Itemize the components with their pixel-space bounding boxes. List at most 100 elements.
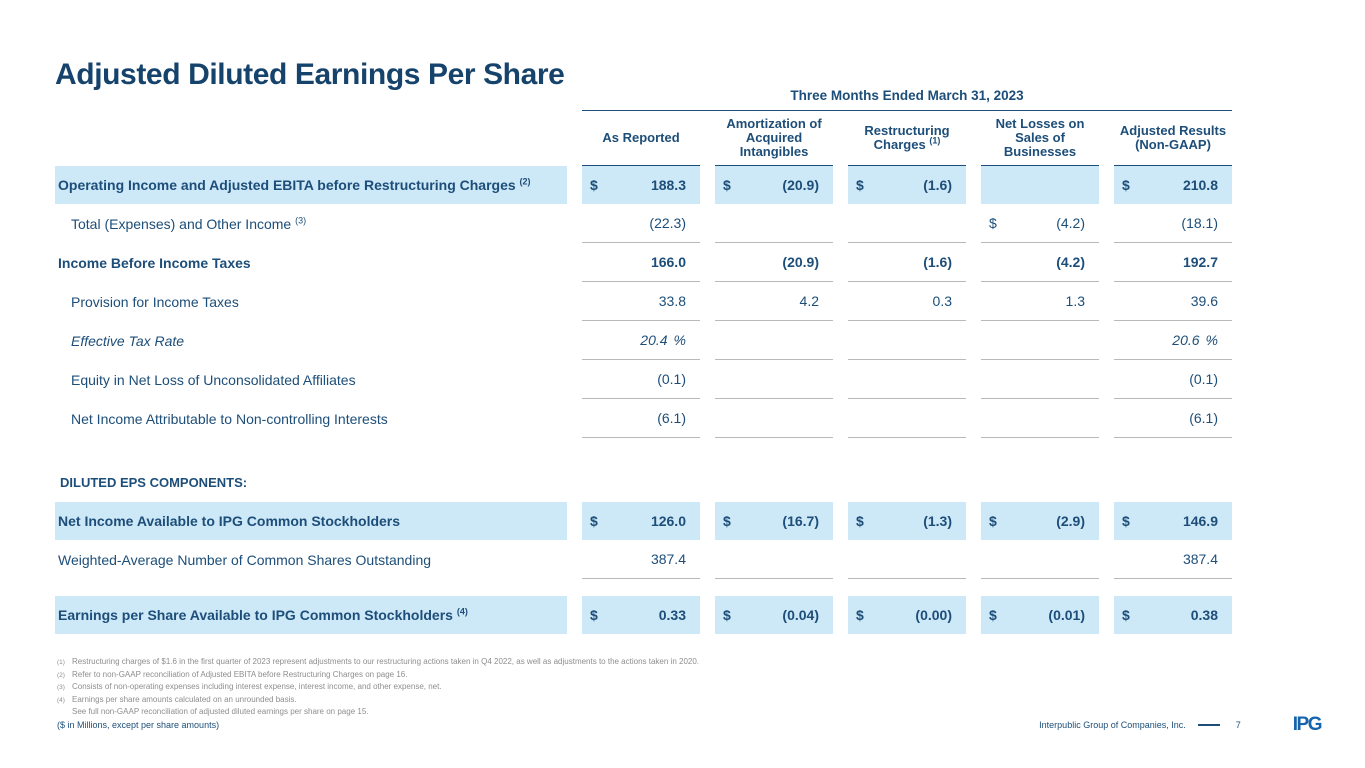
cell-value: (2.9) — [1056, 513, 1085, 529]
cell-col1: $0.33 — [582, 596, 700, 634]
cell-col3: $ (1.6) — [848, 166, 966, 204]
cell-value: (0.1) — [1189, 371, 1218, 387]
cell-col2 — [715, 204, 833, 243]
cell-col5: $146.9 — [1114, 502, 1232, 540]
cell-col5: 20.6% — [1114, 321, 1232, 360]
row-label-text: Earnings per Share Available to IPG Comm… — [58, 606, 468, 623]
footer: ($ in Millions, except per share amounts… — [57, 714, 1323, 736]
dollar-sign: $ — [590, 177, 598, 193]
cell-col2: $ (16.7) — [715, 502, 833, 540]
cell-col1: 387.4 — [582, 540, 700, 579]
footnote-ref: (2) — [519, 176, 531, 187]
footnote-text: Refer to non-GAAP reconciliation of Adju… — [72, 669, 408, 679]
dollar-sign: $ — [590, 513, 598, 529]
cell-col3: (1.6) — [848, 243, 966, 282]
footnote-number: (1) — [57, 659, 65, 666]
cell-value: 0.3 — [932, 293, 952, 309]
footnote-text: Earnings per share amounts calculated on… — [72, 694, 297, 704]
cell-value: 210.8 — [1182, 177, 1218, 193]
row-label: Provision for Income Taxes — [55, 282, 567, 321]
footnote: (4) Earnings per share amounts calculated… — [57, 694, 1047, 707]
cell-col5: 387.4 — [1114, 540, 1232, 579]
cell-col4: $ (0.01) — [981, 596, 1099, 634]
cell-value: 188.3 — [650, 177, 686, 193]
row-label: Weighted-Average Number of Common Shares… — [55, 540, 567, 579]
footnote: (2) Refer to non-GAAP reconciliation of A… — [57, 669, 1047, 682]
cell-col3: $ (1.3) — [848, 502, 966, 540]
cell-value: 20.6 — [1172, 332, 1200, 348]
cell-col1: 166.0 — [582, 243, 700, 282]
cell-col5: (0.1) — [1114, 360, 1232, 399]
footnote-text: Restructuring charges of $1.6 in the fir… — [72, 657, 700, 666]
cell-col2: 4.2 — [715, 282, 833, 321]
cell-value: (6.1) — [657, 410, 686, 426]
dollar-sign: $ — [856, 513, 864, 529]
cell-value: (0.01) — [1048, 607, 1085, 623]
cell-col2 — [715, 360, 833, 399]
dollar-sign: $ — [989, 607, 997, 623]
cell-col4 — [981, 166, 1099, 204]
cell-value: 1.3 — [1065, 293, 1085, 309]
column-header-label: Restructuring Charges (1) — [864, 123, 950, 152]
cell-col1: $188.3 — [582, 166, 700, 204]
percent-sign: % — [1205, 332, 1218, 348]
row-label-text: Net Income Attributable to Non-controlli… — [71, 410, 388, 427]
cell-value: 166.0 — [650, 254, 686, 270]
row-label-text: Income Before Income Taxes — [58, 254, 251, 271]
cell-value: (20.9) — [782, 177, 819, 193]
cell-col3 — [848, 540, 966, 579]
cell-value: 126.0 — [650, 513, 686, 529]
ipg-logo: IPG — [1292, 714, 1323, 735]
cell-value: (0.1) — [657, 371, 686, 387]
cell-value: (18.1) — [1181, 215, 1218, 231]
period-header: Three Months Ended March 31, 2023 — [582, 88, 1232, 111]
cell-value: (1.6) — [923, 177, 952, 193]
row-label-text: Total (Expenses) and Other Income (3) — [71, 214, 307, 232]
footnote: See full non-GAAP reconciliation of adju… — [57, 706, 1047, 718]
cell-col5: 39.6 — [1114, 282, 1232, 321]
value-wrap: 20.6% — [1172, 332, 1218, 348]
cell-value: (0.00) — [915, 607, 952, 623]
row-label-text: Operating Income and Adjusted EBITA befo… — [58, 176, 531, 193]
footnote-number: (2) — [57, 671, 65, 679]
cell-value: (22.3) — [649, 215, 686, 231]
column-header-1: As Reported — [582, 111, 700, 166]
dollar-sign: $ — [989, 215, 997, 231]
column-header-4: Net Losses on Sales of Businesses — [981, 111, 1099, 166]
dollar-sign: $ — [590, 607, 598, 623]
cell-col2: $ (0.04) — [715, 596, 833, 634]
cell-col4 — [981, 360, 1099, 399]
cell-col5: 192.7 — [1114, 243, 1232, 282]
row-label-text: Weighted-Average Number of Common Shares… — [58, 551, 432, 568]
cell-col2 — [715, 399, 833, 438]
table-grid: As Reported Amortization of Acquired Inta… — [55, 111, 1232, 634]
cell-value: (4.2) — [1056, 215, 1085, 231]
row-label: Income Before Income Taxes — [55, 243, 567, 282]
page-title: Adjusted Diluted Earnings Per Share — [55, 58, 565, 91]
cell-col5: $0.38 — [1114, 596, 1232, 634]
footnote-ref: (1) — [929, 135, 941, 146]
cell-col4: (4.2) — [981, 243, 1099, 282]
cell-col4: 1.3 — [981, 282, 1099, 321]
cell-col2: $ (20.9) — [715, 166, 833, 204]
cell-col4 — [981, 321, 1099, 360]
cell-col3: 0.3 — [848, 282, 966, 321]
units-note: ($ in Millions, except per share amounts… — [57, 720, 220, 730]
column-header-5: Adjusted Results (Non-GAAP) — [1114, 111, 1232, 166]
row-label: Effective Tax Rate — [55, 321, 567, 360]
cell-col3 — [848, 321, 966, 360]
dollar-sign: $ — [856, 177, 864, 193]
dollar-sign: $ — [856, 607, 864, 623]
row-spacer — [55, 579, 1232, 596]
dollar-sign: $ — [723, 607, 731, 623]
row-label-text: Equity in Net Loss of Unconsolidated Aff… — [71, 371, 356, 388]
cell-value: 192.7 — [1182, 254, 1218, 270]
cell-col2 — [715, 321, 833, 360]
cell-value: 387.4 — [650, 551, 686, 567]
section-header: DILUTED EPS COMPONENTS: — [60, 475, 248, 490]
row-label: Operating Income and Adjusted EBITA befo… — [55, 166, 567, 204]
cell-value: 387.4 — [1182, 551, 1218, 567]
footer-right: Interpublic Group of Companies, Inc. 7 I… — [1039, 714, 1323, 736]
cell-col3 — [848, 204, 966, 243]
